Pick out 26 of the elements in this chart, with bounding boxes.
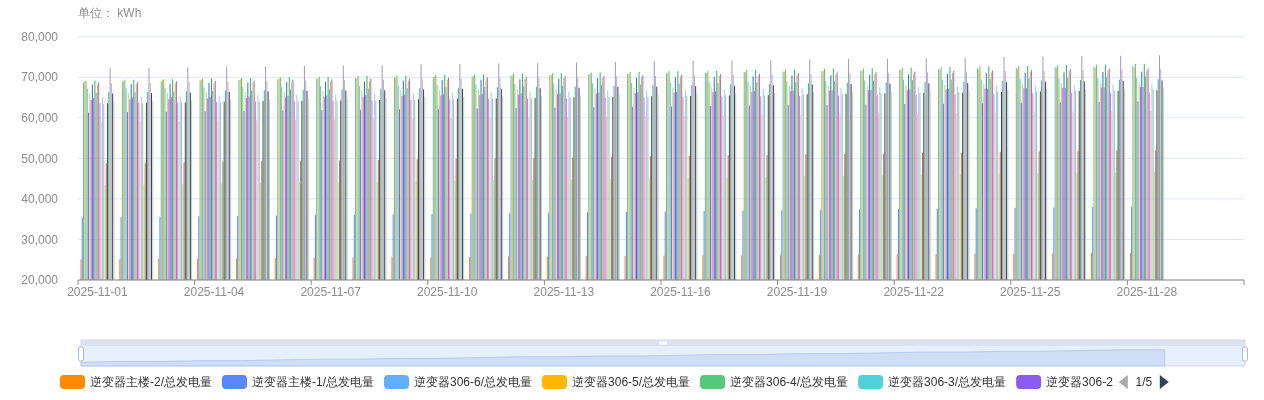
- x-tick-label: 2025-11-28: [1116, 285, 1178, 299]
- legend-label: 逆变器主楼-1/总发电量: [252, 375, 375, 390]
- x-tick-label: 2025-11-04: [183, 285, 245, 299]
- legend-label: 逆变器306-6/总发电量: [414, 375, 533, 390]
- x-tick-label: 2025-11-25: [999, 285, 1061, 299]
- y-tick-label: 60,000: [21, 111, 59, 125]
- legend-label: 逆变器306-3/总发电量: [888, 375, 1007, 390]
- x-tick-label: 2025-11-16: [650, 285, 711, 299]
- y-tick-label: 50,000: [21, 151, 59, 166]
- x-tick-label: 2025-11-13: [533, 285, 595, 299]
- y-tick-label: 70,000: [21, 70, 59, 85]
- x-tick-label: 2025-11-07: [300, 285, 362, 299]
- legend-label: 逆变器306-2: [1046, 375, 1114, 390]
- legend-label: 逆变器主楼-2/总发电量: [90, 375, 213, 390]
- x-tick-label: 2025-11-10: [416, 285, 478, 299]
- legend-label: 逆变器306-5/总发电量: [572, 375, 691, 390]
- y-tick-label: 80,000: [21, 29, 59, 44]
- y-tick-label: 40,000: [21, 192, 59, 207]
- y-tick-label: 20,000: [21, 273, 59, 288]
- y-tick-label: 30,000: [21, 232, 59, 247]
- y-axis-title: 单位： kWh: [78, 6, 142, 20]
- text: 1/5: [1135, 375, 1153, 390]
- x-tick-label: 2025-11-19: [766, 285, 828, 299]
- legend-label: 逆变器306-4/总发电量: [730, 375, 849, 390]
- x-tick-label: 2025-11-22: [883, 285, 945, 299]
- x-tick-label: 2025-11-01: [67, 285, 128, 299]
